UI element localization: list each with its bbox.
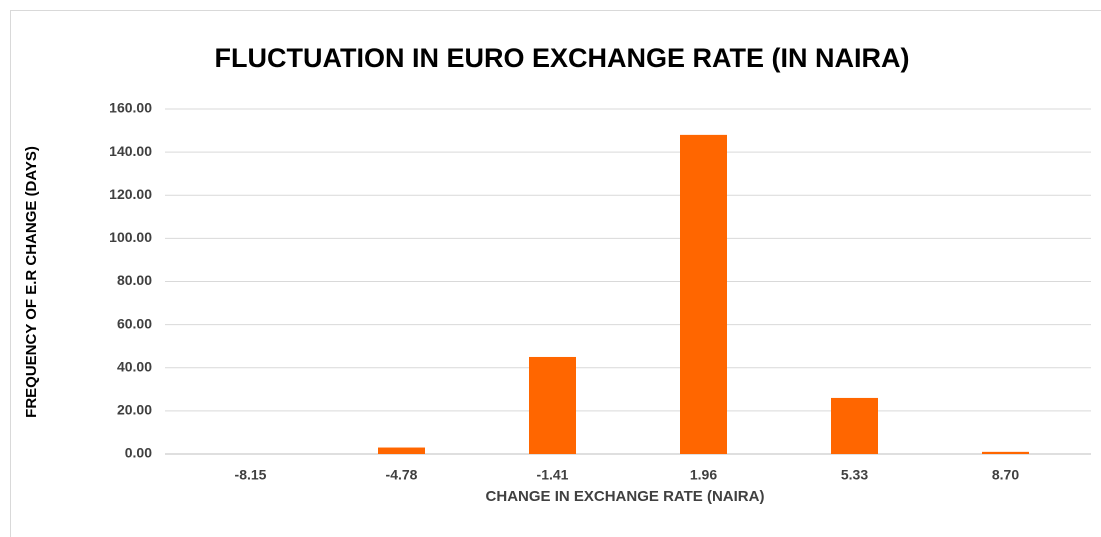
x-tick-label: -1.41 bbox=[537, 467, 569, 483]
y-axis-label: FREQUENCY OF E.R CHANGE (DAYS) bbox=[23, 146, 40, 418]
y-tick-label: 40.00 bbox=[117, 358, 152, 374]
y-tick-label: 80.00 bbox=[117, 272, 152, 288]
bar bbox=[378, 447, 425, 454]
y-tick-label: 0.00 bbox=[125, 445, 152, 461]
x-tick-label: 1.96 bbox=[690, 467, 717, 483]
y-tick-label: 120.00 bbox=[109, 186, 152, 202]
x-axis-label: CHANGE IN EXCHANGE RATE (NAIRA) bbox=[486, 488, 765, 505]
chart-border bbox=[10, 10, 1101, 537]
y-tick-label: 20.00 bbox=[117, 402, 152, 418]
chart-title: FLUCTUATION IN EURO EXCHANGE RATE (IN NA… bbox=[215, 43, 910, 73]
bar bbox=[831, 397, 878, 454]
y-tick-label: 160.00 bbox=[109, 100, 152, 116]
x-tick-label: -4.78 bbox=[386, 467, 418, 483]
x-tick-label: 8.70 bbox=[992, 467, 1019, 483]
x-tick-label: 5.33 bbox=[841, 467, 868, 483]
bar bbox=[982, 451, 1029, 454]
y-tick-label: 100.00 bbox=[109, 229, 152, 245]
bar bbox=[529, 356, 576, 454]
x-tick-label: -8.15 bbox=[235, 467, 267, 483]
bar bbox=[680, 134, 727, 454]
y-tick-label: 140.00 bbox=[109, 143, 152, 159]
y-tick-label: 60.00 bbox=[117, 315, 152, 331]
